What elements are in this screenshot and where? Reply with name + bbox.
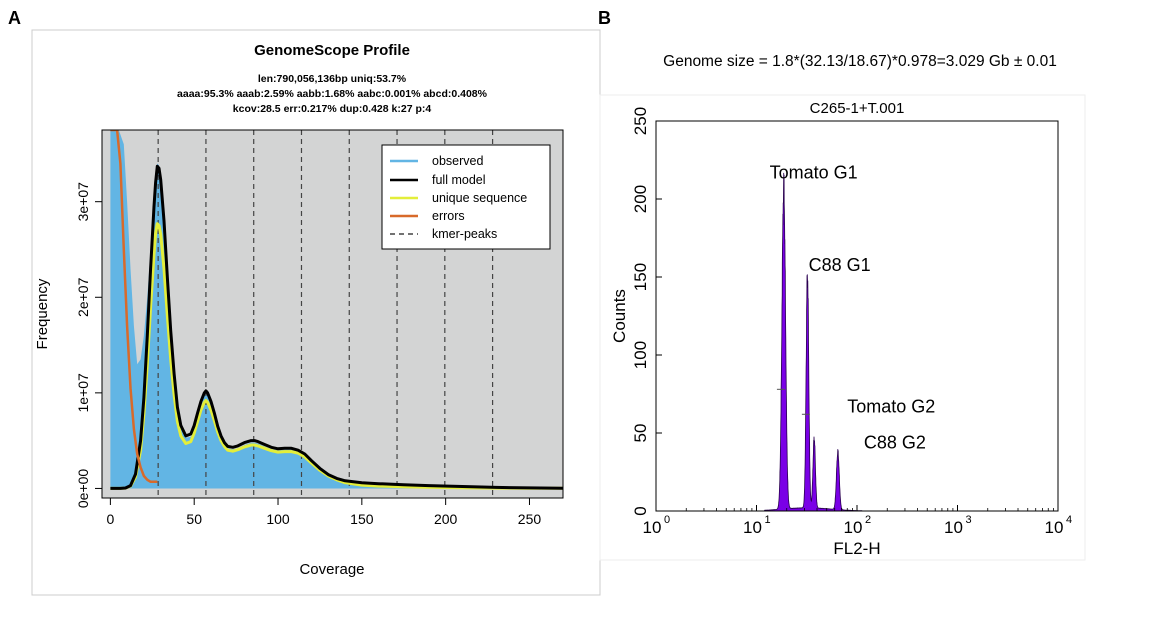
flow-x-tick-base-4: 10	[1045, 518, 1064, 537]
genomescope-y-axis-label: Frequency	[34, 278, 51, 349]
flow-x-tick-exponent-0: 0	[664, 514, 670, 526]
flow-x-tick-exponent-3: 3	[965, 514, 971, 526]
flow-plot-title: C265-1+T.001	[810, 100, 905, 117]
legend-label-observed: observed	[432, 154, 483, 168]
x-tick-label-150: 150	[350, 511, 374, 527]
legend-label-kmer-peaks: kmer-peaks	[432, 227, 497, 241]
genomescope-info-line-2: aaaa:95.3% aaab:2.59% aabb:1.68% aabc:0.…	[177, 88, 488, 100]
series-observed-area	[110, 130, 563, 489]
flow-y-tick-label-150: 150	[631, 263, 650, 291]
legend-label-full-model: full model	[432, 173, 486, 187]
flow-x-tick-base-0: 10	[643, 518, 662, 537]
genomescope-title: GenomeScope Profile	[254, 42, 410, 59]
annotation-tomato-g2: Tomato G2	[847, 397, 935, 417]
flow-x-tick-exponent-1: 1	[764, 514, 770, 526]
y-tick-label-2: 2e+07	[75, 277, 91, 317]
genomescope-info-line-1: len:790,056,136bp uniq:53.7%	[258, 73, 407, 85]
flow-x-tick-base-2: 10	[844, 518, 863, 537]
x-tick-label-0: 0	[106, 511, 114, 527]
flow-y-tick-label-0: 0	[631, 506, 650, 515]
flow-annotations: Tomato G1 C88 G1 Tomato G2 C88 G2	[770, 163, 936, 453]
genome-size-caption: Genome size = 1.8*(32.13/18.67)*0.978=3.…	[663, 53, 1057, 70]
annotation-c88-g1: C88 G1	[809, 255, 871, 275]
flow-x-tick-base-3: 10	[944, 518, 963, 537]
genomescope-legend: observed full model unique sequence erro…	[381, 144, 551, 250]
flow-y-tick-label-100: 100	[631, 341, 650, 369]
legend-label-unique-sequence: unique sequence	[432, 191, 527, 205]
flow-x-axis-label: FL2-H	[833, 539, 880, 558]
flow-y-tick-label-50: 50	[631, 424, 650, 443]
x-tick-label-250: 250	[518, 511, 542, 527]
flow-cytometry-panel: Genome size = 1.8*(32.13/18.67)*0.978=3.…	[599, 53, 1086, 561]
genomescope-series	[110, 130, 563, 498]
flow-x-tick-exponent-4: 4	[1066, 514, 1072, 526]
genomescope-info-line-3: kcov:28.5 err:0.217% dup:0.428 k:27 p:4	[233, 103, 432, 115]
genomescope-panel: GenomeScope Profile len:790,056,136bp un…	[31, 29, 601, 596]
legend-label-errors: errors	[432, 209, 465, 223]
annotation-c88-g2: C88 G2	[864, 433, 926, 453]
annotation-tomato-g1: Tomato G1	[770, 163, 858, 183]
x-tick-label-200: 200	[434, 511, 458, 527]
series-full-model-line	[110, 164, 563, 490]
panel-b-letter: B	[598, 8, 611, 28]
series-errors-line	[110, 130, 158, 484]
flow-y-tick-label-250: 250	[631, 107, 650, 135]
flow-x-tick-base-1: 10	[743, 518, 762, 537]
flow-y-axis-label: Counts	[610, 289, 629, 343]
genomescope-x-axis-label: Coverage	[299, 561, 364, 578]
x-tick-label-50: 50	[186, 511, 202, 527]
x-tick-label-100: 100	[266, 511, 290, 527]
panel-a-letter: A	[8, 8, 21, 28]
flow-frame	[599, 94, 1086, 561]
y-tick-label-3: 3e+07	[75, 182, 91, 222]
legend-box	[381, 144, 551, 250]
flow-x-tick-exponent-2: 2	[865, 514, 871, 526]
y-tick-label-0: 0e+00	[75, 469, 91, 509]
y-tick-label-1: 1e+07	[75, 373, 91, 413]
flow-y-tick-label-200: 200	[631, 185, 650, 213]
genomescope-axes: 0 50 100 150 200 250 0e+00 1e+07 2e+07 3e+07	[75, 182, 541, 527]
